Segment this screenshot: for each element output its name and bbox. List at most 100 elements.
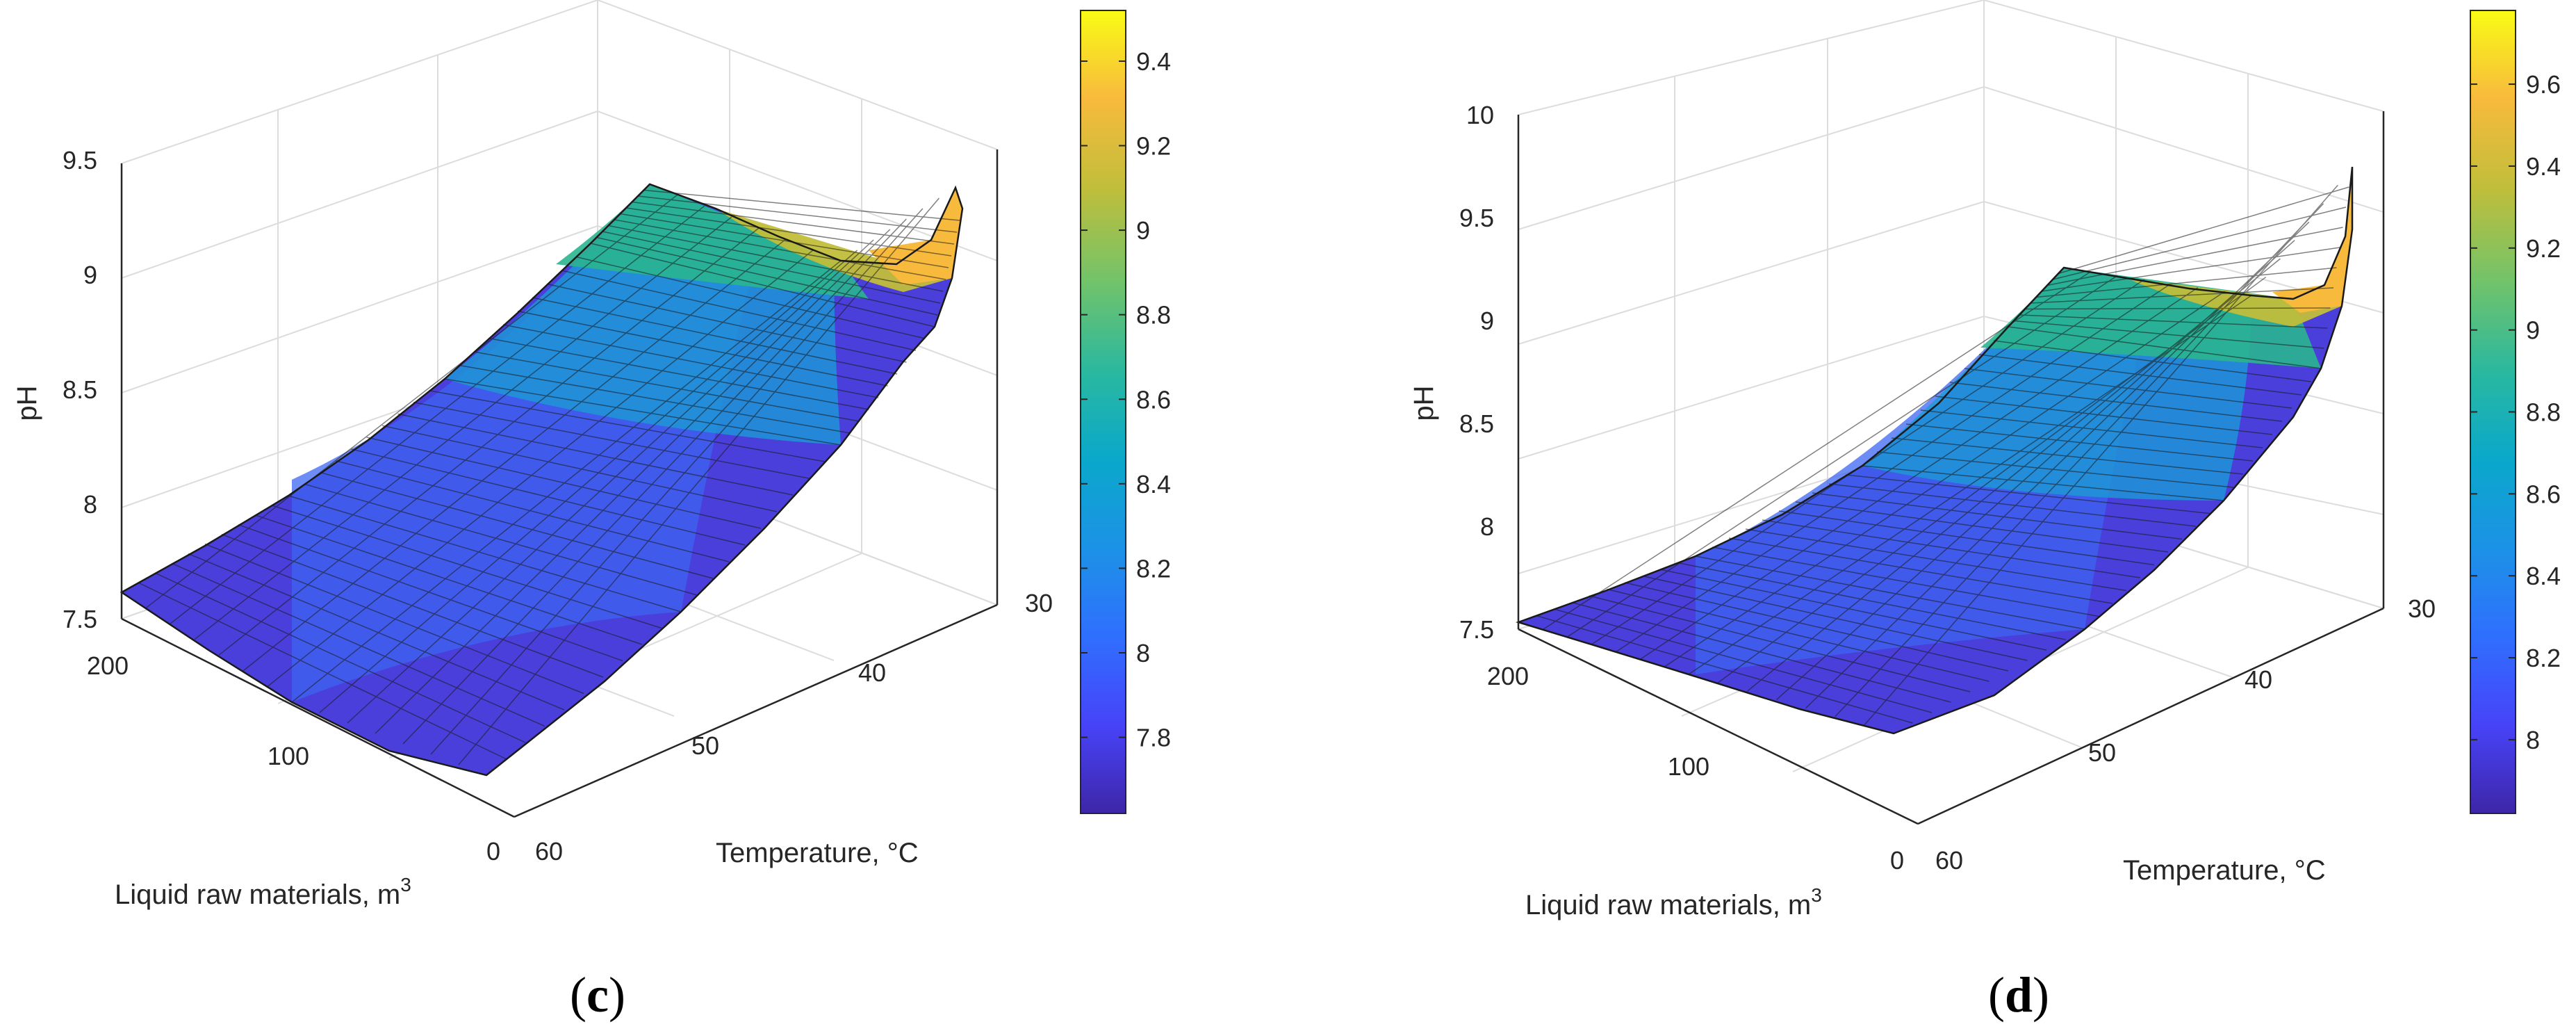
- panel-c: 7.5 8 8.5 9 9.5 pH 0 100 200 Liquid raw …: [12, 0, 1171, 1023]
- panel-c-mesh-line: [171, 562, 545, 727]
- panel-c-caption-letter: c: [586, 967, 609, 1023]
- panel-d-z-tick-label: 10: [1466, 101, 1494, 129]
- panel-d-mesh-line: [1624, 582, 2009, 672]
- panel-c-y-ticks: 30 40 50 60: [535, 589, 1053, 866]
- panel-d-colorbar-tick-label: 8.6: [2526, 480, 2561, 508]
- panel-d-surface: [1516, 166, 2354, 735]
- panel-d-y-tick-label: 30: [2408, 594, 2436, 623]
- panel-c-mesh-line: [602, 231, 941, 304]
- panel-d-y-axis: [1917, 607, 2384, 825]
- panel-c-z-ticks: 7.5 8 8.5 9 9.5: [63, 146, 97, 633]
- panel-c-z-tick-label: 9: [83, 261, 97, 289]
- panel-d-colorbar-tick-label: 9: [2526, 316, 2540, 345]
- panel-c-x-tick-label: 200: [87, 651, 129, 680]
- panel-c-mesh-line: [254, 514, 643, 645]
- panel-d-x-axis: [1518, 628, 1919, 825]
- panel-d-mesh-line: [1762, 519, 2141, 578]
- panel-c-z-tick-label: 8.5: [63, 375, 97, 404]
- panel-c-mesh-line: [473, 351, 860, 422]
- panel-d-mesh-line: [1745, 528, 2127, 592]
- panel-d-mesh-line: [1677, 562, 2066, 640]
- panel-c-mesh-line: [532, 297, 898, 375]
- panel-c-mesh-line: [608, 225, 944, 292]
- panel-d-mesh-line: [1835, 203, 2324, 717]
- panel-c-y-tick-label: 30: [1025, 589, 1053, 617]
- panel-d-surface-shade-5: [2272, 167, 2352, 313]
- panel-d: 7.5 8 8.5 9 9.5 10 pH 0 100 200 Liquid r…: [1409, 0, 2561, 1023]
- panel-d-axes: [1517, 111, 2385, 825]
- panel-c-mesh-line: [575, 256, 926, 339]
- panel-c-mesh-line: [204, 543, 584, 695]
- panel-d-mesh-line: [2030, 287, 2334, 304]
- panel-c-z-tick-label: 9.5: [63, 146, 97, 174]
- panel-d-colorbar-tick-label: 9.4: [2526, 152, 2561, 181]
- panel-c-mesh-line: [138, 582, 507, 760]
- panel-d-colorbar: 8 8.2 8.4 8.6 8.8 9 9.2 9.4 9.6: [2470, 10, 2561, 814]
- panel-c-mesh-line: [546, 283, 907, 363]
- panel-d-x-label: Liquid raw materials, m3: [1525, 884, 1822, 920]
- panel-c-mesh-line: [590, 243, 935, 327]
- panel-c-mesh-line: [430, 208, 924, 755]
- panel-c-colorbar-tick-label: 9: [1136, 216, 1150, 245]
- panel-c-y-label: Temperature, °C: [716, 838, 919, 868]
- panel-c-mesh-line: [459, 364, 851, 434]
- panel-d-colorbar-tick-label: 9.2: [2526, 234, 2561, 263]
- panel-c-mesh-line: [267, 249, 814, 688]
- panel-d-mesh-line: [1695, 555, 2085, 630]
- panel-d-z-tick-label: 9.5: [1459, 204, 1494, 232]
- panel-d-x-ticks: 0 100 200: [1487, 662, 1904, 875]
- panel-d-mesh-line: [2041, 247, 2340, 292]
- panel-d-mesh-line: [2046, 227, 2343, 286]
- panel-d-colorbar-tick-label: 8.4: [2526, 562, 2561, 590]
- panel-c-mesh-line: [517, 310, 888, 387]
- panel-c-colorbar-bar: [1080, 10, 1126, 814]
- panel-d-x-tick-label: 0: [1890, 846, 1904, 875]
- panel-d-colorbar-tick-label: 8: [2526, 726, 2540, 754]
- panel-c-mesh-line: [218, 227, 760, 656]
- panel-c-mesh-line: [643, 189, 960, 221]
- panel-c-colorbar-tick-label: 9.4: [1136, 47, 1171, 76]
- panel-d-gridline-z-9.5: [1518, 86, 2384, 230]
- panel-c-mesh-line: [288, 495, 682, 612]
- panel-c-surface-outline: [120, 183, 964, 777]
- panel-c-mesh-line: [347, 239, 874, 724]
- panel-c-colorbar-tick-label: 8: [1136, 639, 1150, 667]
- panel-d-y-ticks: 30 40 50 60: [1935, 594, 2436, 875]
- panel-d-caption: (d): [1988, 967, 2049, 1023]
- panel-c-mesh-line: [188, 553, 565, 711]
- panel-c-surface-shade-5: [869, 188, 962, 285]
- panel-c-y-axis: [514, 603, 998, 818]
- panel-c-mesh-line: [238, 523, 623, 662]
- panel-d-mesh-line: [1607, 588, 1990, 682]
- panel-c-mesh-line: [596, 236, 938, 316]
- panel-c-mesh-line: [291, 260, 842, 703]
- panel-d-mesh-line: [1978, 354, 2302, 396]
- panel-c-mesh-line: [614, 219, 946, 280]
- panel-d-mesh-line: [1542, 271, 2091, 631]
- panel-c-mesh-line: [502, 324, 879, 398]
- panel-d-mesh-line: [1615, 283, 2172, 653]
- panel-d-mesh-line: [1659, 569, 2047, 651]
- panel-c-mesh: [138, 189, 960, 765]
- panel-c-x-tick-label: 100: [268, 742, 309, 770]
- panel-c-colorbar-tick-label: 8.6: [1136, 385, 1171, 414]
- panel-c-x-label: Liquid raw materials, m3: [115, 874, 411, 910]
- panel-c-x-label-text: Liquid raw materials, m: [115, 879, 400, 910]
- panel-d-colorbar-tick-label: 8.8: [2526, 398, 2561, 427]
- panel-c-mesh-line: [319, 250, 858, 713]
- panel-d-x-tick-label: 200: [1487, 662, 1529, 690]
- panel-d-z-tick-label: 9: [1480, 307, 1494, 335]
- panel-c-mesh-line: [444, 378, 842, 446]
- panel-d-mesh-line: [2052, 206, 2347, 280]
- panel-d-y-tick-label: 50: [2088, 738, 2116, 767]
- panel-d-z-tick-label: 8.5: [1459, 409, 1494, 438]
- panel-c-caption: (c): [570, 967, 625, 1023]
- panel-c-axes: [120, 149, 999, 818]
- panel-d-mesh-line: [2024, 307, 2331, 310]
- panel-d-colorbar-tick-label: 8.2: [2526, 644, 2561, 672]
- panel-c-colorbar: 7.8 8 8.2 8.4 8.6 8.8 9 9.2 9.4: [1080, 10, 1171, 814]
- panel-d-z-tick-label: 7.5: [1459, 615, 1494, 644]
- panel-c-mesh-line: [271, 505, 662, 629]
- panel-d-mesh-line: [1712, 546, 2099, 617]
- panel-d-mesh-line: [2058, 186, 2349, 275]
